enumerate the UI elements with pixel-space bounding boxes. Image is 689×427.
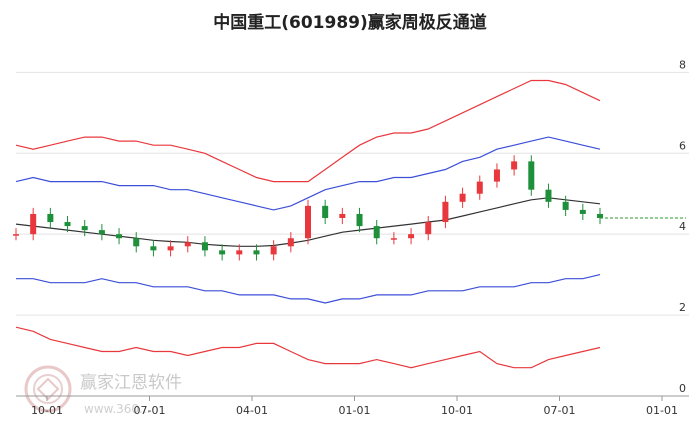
candle-body bbox=[597, 213, 603, 218]
candle-body bbox=[287, 238, 294, 247]
x-tick-label: 10-01 bbox=[31, 404, 63, 417]
candle-body bbox=[13, 234, 19, 236]
candle-body bbox=[476, 181, 483, 194]
x-tick-label: 01-01 bbox=[646, 404, 678, 417]
inner-lower-band bbox=[16, 274, 601, 304]
y-tick-label: 2 bbox=[679, 301, 686, 314]
candle-body bbox=[373, 226, 380, 239]
candle-body bbox=[253, 250, 260, 255]
candle-body bbox=[390, 238, 397, 240]
x-tick-label: 04-01 bbox=[236, 404, 268, 417]
outer-upper-band bbox=[15, 79, 601, 183]
candle-body bbox=[305, 205, 311, 239]
watermark: 赢家江恩软件 www.360... bbox=[24, 365, 182, 416]
candle-body bbox=[528, 161, 535, 190]
candle-body bbox=[493, 169, 500, 182]
x-tick-label: 10-01 bbox=[441, 404, 473, 417]
candle-body bbox=[459, 193, 466, 202]
candle-body bbox=[133, 238, 140, 247]
candle-body bbox=[116, 234, 123, 239]
candle-body bbox=[270, 246, 277, 255]
candle-body bbox=[219, 250, 226, 255]
y-tick-label: 4 bbox=[679, 220, 686, 233]
channel-bands bbox=[15, 79, 601, 369]
candle-body bbox=[184, 242, 191, 247]
candle-body bbox=[442, 201, 449, 223]
x-tick-label: 01-01 bbox=[339, 404, 371, 417]
watermark-url: www.360... bbox=[84, 402, 151, 416]
candle-body bbox=[339, 213, 346, 218]
price-series bbox=[13, 155, 603, 261]
candle-body bbox=[30, 213, 37, 235]
y-tick-label: 6 bbox=[679, 139, 686, 152]
x-tick-label: 07-01 bbox=[544, 404, 576, 417]
inner-upper-band bbox=[15, 136, 601, 211]
y-tick-label: 8 bbox=[679, 58, 686, 71]
x-tick-label: 07-01 bbox=[134, 404, 166, 417]
candle-body bbox=[81, 226, 88, 231]
candle-body bbox=[150, 246, 157, 251]
candle-body bbox=[511, 161, 518, 170]
candle-body bbox=[98, 230, 105, 235]
candle-body bbox=[167, 246, 174, 251]
candle-body bbox=[425, 222, 432, 235]
candle-body bbox=[562, 201, 569, 210]
candle-body bbox=[356, 213, 363, 227]
chart-title: 中国重工(601989)赢家周极反通道 bbox=[213, 12, 487, 33]
candle-body bbox=[322, 205, 329, 218]
candle-body bbox=[545, 189, 552, 202]
watermark-brand: 赢家江恩软件 bbox=[80, 373, 182, 393]
y-tick-label: 0 bbox=[679, 382, 686, 395]
x-axis-ticks: 10-01 07-01 04-01 01-01 10-01 07-01 01-01 bbox=[31, 396, 678, 417]
candle-body bbox=[579, 209, 586, 214]
outer-lower-band bbox=[15, 326, 601, 369]
candle-body bbox=[201, 242, 208, 251]
candle-body bbox=[236, 250, 243, 255]
candle-body bbox=[408, 234, 415, 239]
candle-body bbox=[47, 213, 54, 223]
candle-body bbox=[64, 222, 71, 227]
y-axis-ticks: 0 2 4 6 8 bbox=[679, 58, 686, 395]
